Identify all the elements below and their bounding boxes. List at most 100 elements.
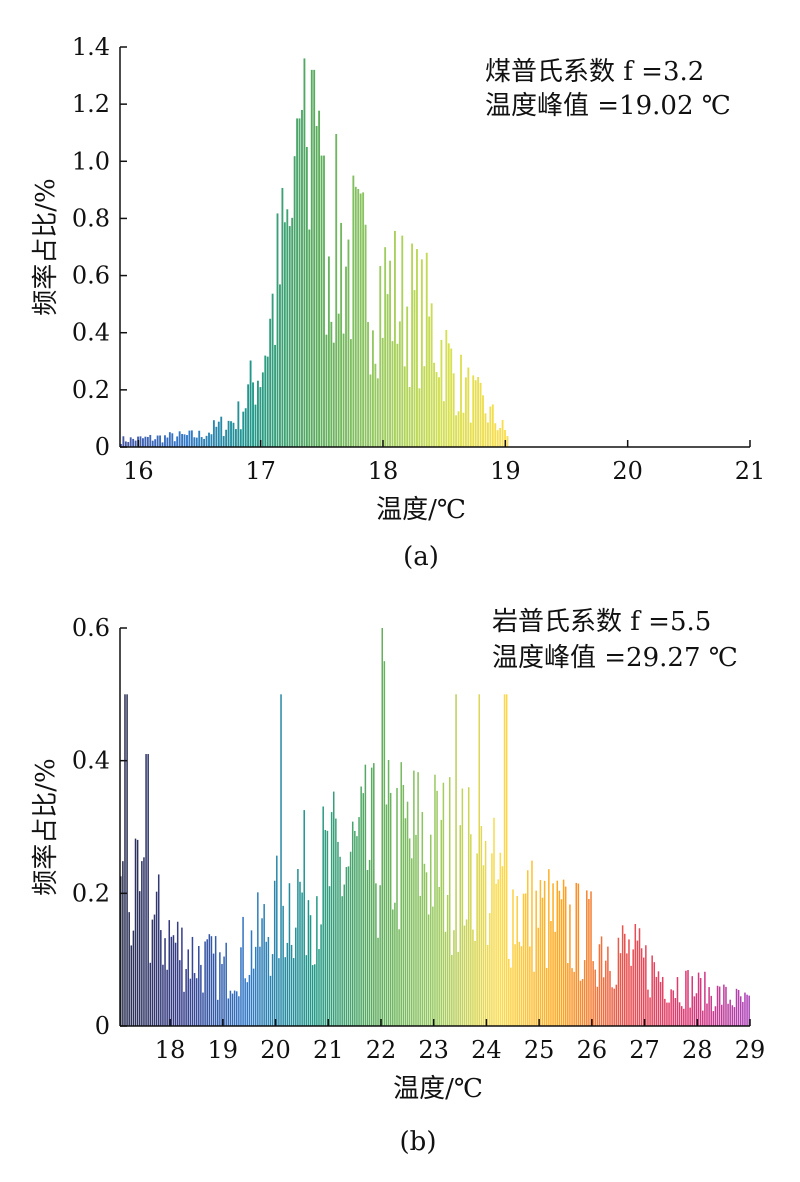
histogram-bar	[452, 373, 455, 447]
histogram-bar	[491, 404, 494, 447]
histogram-bar	[356, 836, 358, 1026]
histogram-bar	[303, 58, 306, 448]
histogram-bar	[400, 762, 402, 1026]
histogram-bar	[579, 980, 582, 1026]
histogram-bar	[314, 964, 316, 1026]
histogram-bar	[233, 990, 236, 1026]
histogram-bar	[164, 938, 166, 1026]
histogram-bar	[166, 969, 168, 1026]
histogram-bar	[446, 894, 449, 1026]
histogram-bar	[735, 988, 738, 1026]
histogram-bar	[550, 921, 552, 1026]
histogram-bar	[269, 975, 272, 1026]
histogram-bar	[335, 818, 337, 1026]
histogram-bar	[297, 868, 299, 1026]
histogram-bar	[212, 420, 215, 447]
histogram-bar	[299, 881, 301, 1026]
histogram-bar	[444, 931, 447, 1026]
histogram-bar	[647, 989, 649, 1026]
histogram-bar	[460, 354, 462, 447]
histogram-bar	[187, 949, 189, 1026]
histogram-bar	[358, 817, 360, 1026]
histogram-bar	[322, 806, 324, 1026]
y-tick-label: 1.0	[72, 147, 110, 175]
histogram-bar	[469, 422, 472, 447]
histogram-bar	[680, 1006, 683, 1026]
y-tick-label: 0.2	[72, 376, 110, 404]
histogram-bar	[362, 793, 365, 1026]
histogram-bar	[670, 989, 672, 1026]
histogram-bar	[252, 968, 255, 1026]
histogram-bar	[343, 884, 346, 1026]
histogram-bar	[181, 927, 183, 1026]
histogram-bar	[710, 995, 712, 1026]
histogram-bar	[200, 964, 202, 1026]
histogram-bar	[303, 810, 305, 1026]
histogram-bar	[630, 965, 632, 1026]
x-tick-label: 18	[368, 457, 399, 485]
histogram-bar	[430, 303, 433, 447]
histogram-bar	[657, 971, 660, 1026]
histogram-bar	[535, 890, 537, 1026]
histogram-bar	[325, 334, 328, 447]
histogram-bar	[345, 867, 348, 1026]
histogram-bar	[394, 902, 396, 1026]
histogram-bar	[731, 1005, 734, 1026]
histogram-bar	[347, 866, 350, 1026]
histogram-bar	[266, 356, 269, 447]
histogram-bar	[347, 239, 350, 447]
histogram-bar	[486, 944, 489, 1026]
histogram-bar	[445, 329, 448, 447]
histogram-bar	[746, 994, 748, 1026]
histogram-bar	[506, 436, 509, 447]
histogram-bar	[354, 830, 356, 1026]
histogram-bar	[296, 118, 299, 448]
histogram-bar	[573, 971, 575, 1026]
histogram-bar	[330, 812, 333, 1026]
histogram-bar	[127, 442, 130, 447]
histogram-bar	[666, 1002, 668, 1026]
histogram-bar	[396, 787, 398, 1026]
histogram-bar	[411, 243, 413, 447]
histogram-bar	[217, 421, 220, 447]
histogram-bar	[122, 436, 125, 447]
panel-label: (a)	[403, 542, 439, 572]
histogram-bar	[706, 1003, 708, 1026]
x-tick-label: 29	[735, 1036, 766, 1064]
histogram-bar	[208, 934, 211, 1026]
histogram-bar	[249, 360, 252, 447]
histogram-bar	[261, 372, 264, 447]
histogram-bar	[744, 992, 746, 1026]
histogram-bar	[210, 936, 213, 1026]
histogram-bar	[712, 1011, 715, 1026]
histogram-bar	[351, 821, 354, 1026]
histogram-bar	[274, 344, 276, 447]
histogram-bar	[166, 437, 169, 447]
histogram-bar	[482, 865, 485, 1026]
histogram-bar	[239, 429, 242, 447]
histogram-bar	[132, 930, 135, 1026]
histogram-bar	[636, 940, 639, 1026]
histogram-bar	[583, 960, 586, 1026]
histogram-bar	[193, 973, 196, 1026]
histogram-bar	[379, 266, 382, 447]
histogram-bar	[683, 1008, 685, 1026]
histogram-bar	[147, 754, 149, 1026]
histogram-bar	[413, 770, 415, 1026]
histogram-bar	[462, 412, 465, 447]
histogram-bar	[619, 953, 622, 1026]
histogram-bar	[124, 441, 127, 447]
histogram-bar	[600, 936, 603, 1026]
histogram-bar	[721, 1004, 723, 1026]
x-tick-label: 17	[245, 457, 276, 485]
histogram-bar	[531, 860, 533, 1026]
histogram-bar	[455, 694, 457, 1026]
histogram-bar	[259, 387, 262, 447]
histogram-bar	[122, 861, 124, 1026]
histogram-bar	[320, 155, 323, 447]
histogram-bar	[518, 941, 521, 1026]
histogram-bar	[678, 1002, 681, 1026]
histogram-bar	[120, 444, 122, 447]
histogram-bar	[246, 982, 249, 1026]
